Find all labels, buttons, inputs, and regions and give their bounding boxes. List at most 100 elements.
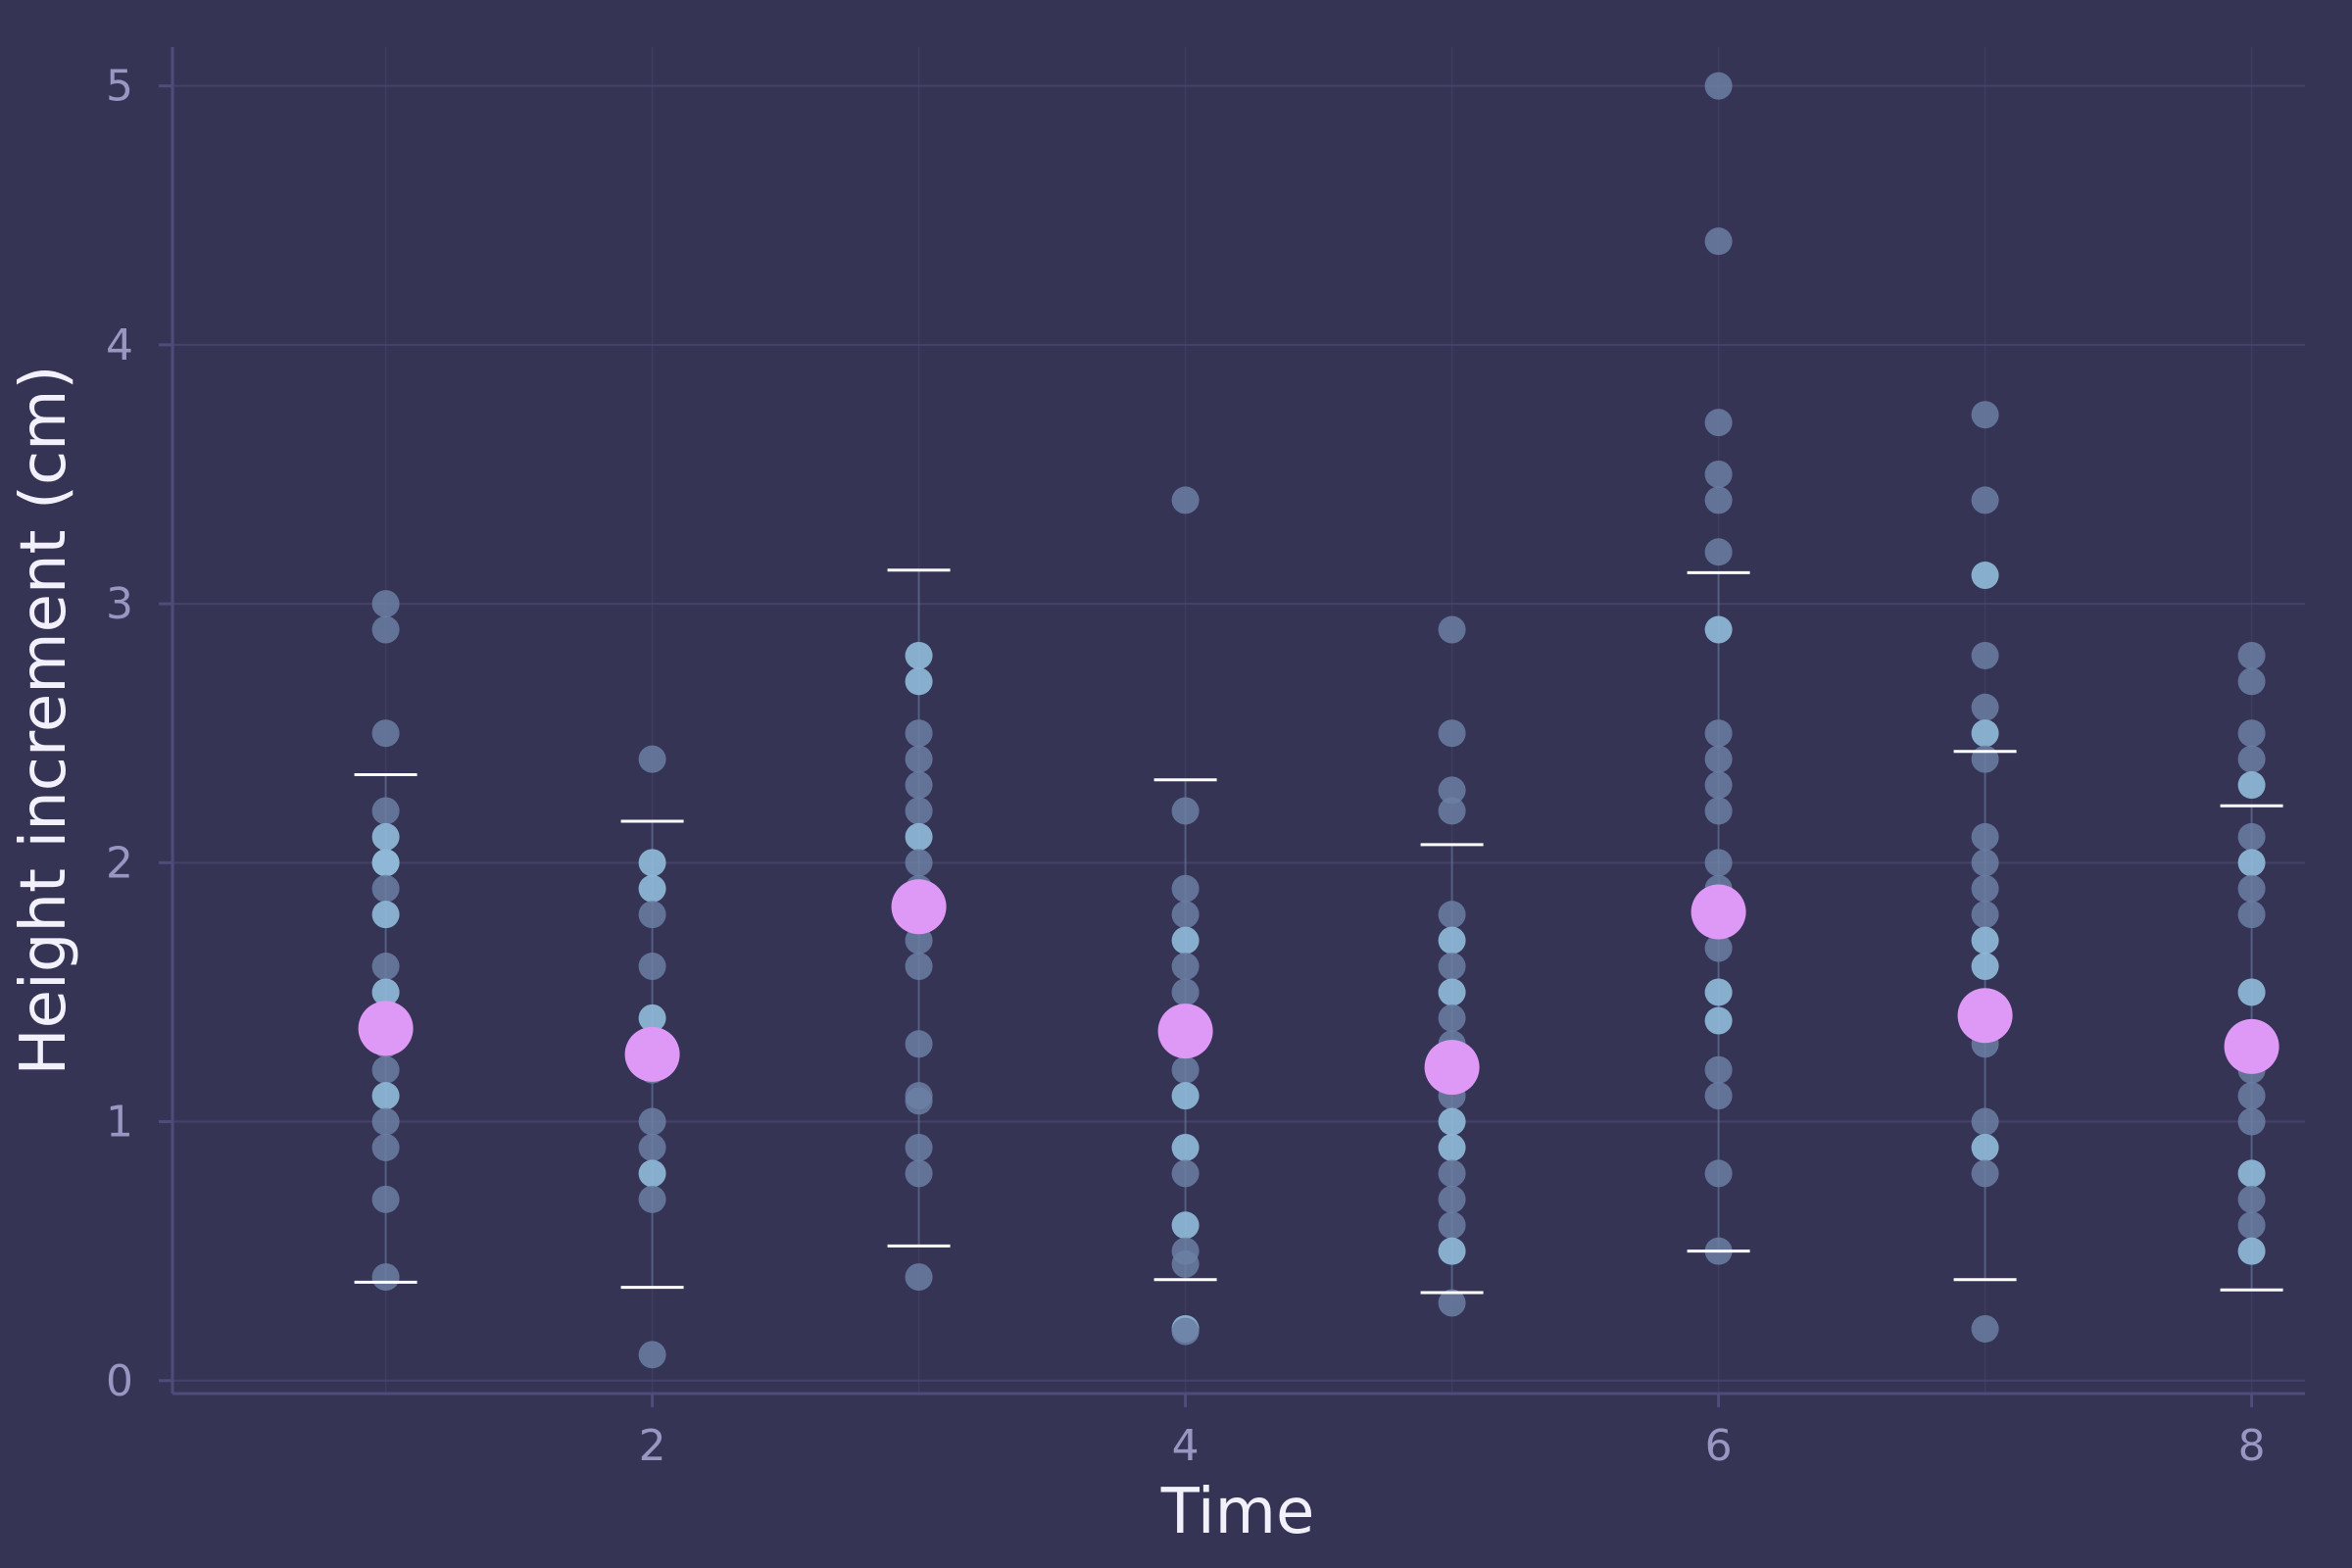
data-point [371, 1055, 400, 1084]
group-time-1 [354, 590, 417, 1292]
axis-layer: 0 1 2 3 4 5 2 4 6 8 [106, 47, 2305, 1471]
data-point [1704, 1159, 1733, 1188]
data-point [2237, 745, 2266, 773]
mean-point [358, 1001, 414, 1056]
data-point [1704, 1082, 1733, 1110]
data-point [1438, 1185, 1466, 1213]
data-point [905, 926, 933, 955]
data-point [1438, 797, 1466, 825]
data-point [638, 901, 666, 929]
highlighted-data-point [1971, 953, 1999, 981]
data-point [1171, 797, 1200, 825]
data-point [905, 771, 933, 800]
data-point [1971, 1314, 1999, 1343]
group-time-5 [1420, 615, 1484, 1317]
data-point [1704, 719, 1733, 748]
data-point [1704, 460, 1733, 488]
mean-point [1957, 988, 2013, 1044]
highlighted-data-point [1971, 719, 1999, 748]
highlighted-data-point [1171, 1211, 1200, 1240]
data-point [2237, 641, 2266, 669]
y-tick-label: 4 [106, 320, 133, 370]
data-point [1971, 1159, 1999, 1188]
data-point [1704, 409, 1733, 437]
data-point [905, 849, 933, 877]
data-point [1971, 874, 1999, 903]
y-tick-label: 0 [106, 1356, 133, 1406]
data-point [905, 1030, 933, 1058]
data-point [1704, 797, 1733, 825]
highlighted-data-point [2237, 1159, 2266, 1188]
highlighted-data-point [1704, 978, 1733, 1006]
data-point [1704, 745, 1733, 773]
highlighted-data-point [1438, 978, 1466, 1006]
data-point [371, 615, 400, 644]
highlighted-data-point [638, 1004, 666, 1032]
data-point [1438, 719, 1466, 748]
data-point [1971, 822, 1999, 851]
data-point [371, 953, 400, 981]
data-point [1971, 486, 1999, 514]
data-point [1971, 1107, 1999, 1136]
mean-point [1157, 1004, 1213, 1059]
x-axis-title: Time [1160, 1476, 1315, 1548]
data-point [2237, 1107, 2266, 1136]
data-point [1171, 1317, 1200, 1346]
data-point [371, 874, 400, 903]
highlighted-data-point [638, 874, 666, 903]
data-point [905, 1263, 933, 1292]
data-point [1438, 1159, 1466, 1188]
data-point [1171, 953, 1200, 981]
data-point [371, 1107, 400, 1136]
highlighted-data-point [1971, 926, 1999, 955]
group-time-3 [887, 568, 951, 1292]
data-point [2237, 719, 2266, 748]
y-axis-title: Height increment (cm) [8, 366, 80, 1076]
data-point [1171, 486, 1200, 514]
data-point [1704, 72, 1733, 100]
data-point [371, 1133, 400, 1161]
highlighted-data-point [1971, 562, 1999, 590]
data-point [371, 590, 400, 618]
data-point [1704, 486, 1733, 514]
y-tick-label: 3 [106, 579, 133, 629]
x-tick-label: 8 [2238, 1421, 2266, 1471]
data-point [638, 1185, 666, 1213]
highlighted-data-point [1171, 1082, 1200, 1110]
data-point [1704, 1055, 1733, 1084]
data-point [371, 797, 400, 825]
y-tick-label: 2 [106, 838, 133, 888]
data-point [1971, 693, 1999, 721]
highlighted-data-point [1438, 1133, 1466, 1161]
group-time-7 [1953, 401, 2017, 1343]
highlighted-data-point [371, 822, 400, 851]
data-point [2237, 901, 2266, 929]
mean-point [1424, 1040, 1480, 1096]
highlighted-data-point [1704, 615, 1733, 644]
highlighted-data-point [905, 667, 933, 696]
data-point [905, 797, 933, 825]
group-time-2 [620, 745, 684, 1369]
x-tick-label: 6 [1705, 1421, 1733, 1471]
data-point [1704, 227, 1733, 256]
data-point [905, 1133, 933, 1161]
data-point [638, 1107, 666, 1136]
highlighted-data-point [638, 1159, 666, 1188]
data-point [1704, 538, 1733, 566]
data-point [371, 1263, 400, 1292]
data-point [1971, 849, 1999, 877]
data-point [905, 719, 933, 748]
highlighted-data-point [371, 1082, 400, 1110]
x-tick-label: 2 [639, 1421, 666, 1471]
highlighted-data-point [371, 901, 400, 929]
data-point [2237, 874, 2266, 903]
data-point [1704, 934, 1733, 962]
mean-point [1690, 884, 1746, 940]
highlighted-data-point [1438, 1237, 1466, 1265]
highlighted-data-point [905, 822, 933, 851]
data-point [2237, 1185, 2266, 1213]
data-point [1438, 776, 1466, 805]
data-point [1171, 1159, 1200, 1188]
